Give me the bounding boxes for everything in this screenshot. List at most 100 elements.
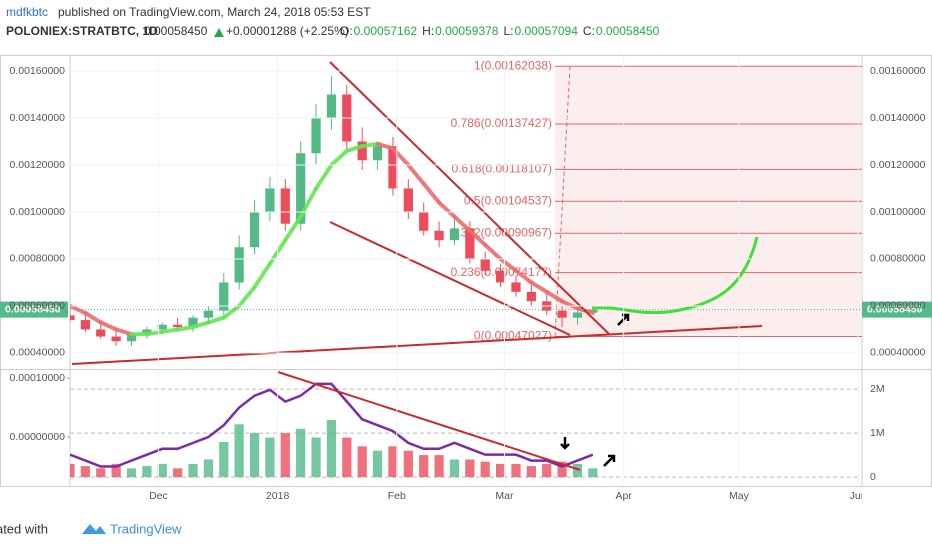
ma-segment	[283, 214, 303, 243]
volume-bar	[80, 466, 90, 478]
y-tick-label: 0.00100000	[10, 206, 66, 218]
candle-body	[403, 188, 413, 212]
candle-body	[419, 211, 429, 231]
ma-segment	[437, 200, 457, 219]
fib-label: 0.618(0.00118107)	[451, 162, 552, 176]
candle-body	[265, 188, 275, 212]
ma-segment	[221, 303, 242, 320]
v-tick-label: 0	[870, 471, 876, 483]
candle-body	[465, 228, 475, 259]
volume-bar	[173, 468, 183, 478]
ma-segment	[191, 320, 211, 330]
ohlc-value: 0.00057162	[354, 24, 418, 38]
candle-body	[311, 117, 321, 154]
volume-bar	[388, 446, 398, 478]
ohlc-value: 0.00058450	[596, 24, 660, 38]
ohlc: O: 0.00057162 H: 0.00059378 L: 0.00057094 C: 0.…	[340, 24, 660, 38]
y-tick-label: 0.00120000	[10, 159, 66, 171]
ma-segment	[329, 148, 349, 167]
fib-label: 1(0.00162038)	[474, 58, 552, 72]
candle-body	[511, 282, 521, 292]
volume-bar	[111, 463, 121, 478]
symbol: POLONIEX:STRATBTC, 1D	[6, 24, 158, 38]
candle-body	[157, 324, 167, 330]
volume-bar	[249, 433, 260, 478]
volume-bar	[588, 468, 598, 478]
candle-body	[572, 312, 583, 318]
author[interactable]: mdfkbtc	[6, 5, 48, 19]
volume-bar	[157, 463, 167, 478]
footer-brand[interactable]: TradingView	[110, 521, 182, 536]
y-tick-label: 0.00140000	[10, 112, 66, 124]
arrow	[560, 437, 570, 450]
volume-bar	[96, 468, 106, 478]
y-tick-label: 0.00060000	[870, 300, 926, 312]
candle-body	[357, 141, 367, 161]
y-tick-label: 0.00160000	[10, 65, 66, 77]
x-tick-label: May	[729, 490, 750, 502]
ma-segment	[529, 280, 549, 294]
volume-bar	[542, 463, 552, 478]
ma-segment	[544, 289, 565, 304]
volume-bar	[126, 468, 137, 478]
fib-label: 0.786(0.00137427)	[451, 116, 552, 130]
candle-body	[526, 291, 536, 302]
trend-line	[277, 371, 581, 471]
candle-body	[449, 228, 460, 241]
ma-segment	[175, 325, 196, 332]
candle-body	[96, 329, 106, 337]
candle-body	[372, 146, 383, 161]
volume-bar	[357, 446, 367, 478]
candle-body	[280, 188, 290, 224]
candle-body	[249, 211, 260, 248]
ma-segment	[452, 214, 472, 233]
volume-bar	[188, 463, 198, 478]
macd-line	[70, 382, 594, 468]
volume-bar	[203, 459, 214, 478]
ma-segment	[237, 285, 257, 308]
volume-bar	[296, 428, 306, 478]
y-tick-label: 0.00160000	[870, 65, 926, 77]
candle-body	[188, 317, 198, 328]
projection	[591, 236, 759, 315]
price-tag	[862, 301, 932, 318]
trend-line	[71, 325, 763, 365]
price-tag-label: 0.00058450	[5, 303, 61, 315]
price-tag	[0, 301, 68, 318]
change: +0.00001288 (+2.25%)	[226, 24, 349, 38]
ma-segment	[344, 144, 365, 153]
up-arrow	[214, 28, 224, 37]
volume-bar	[495, 463, 506, 478]
ohlc-key: O:	[340, 24, 353, 38]
ma-segment	[314, 162, 334, 191]
ma-segment	[360, 141, 380, 149]
candle-body	[557, 310, 567, 318]
ma-segment	[375, 141, 395, 151]
volume-bar	[572, 463, 583, 478]
volume-bar	[557, 461, 567, 478]
trend-line	[329, 221, 571, 336]
logo	[82, 524, 106, 534]
candle-body	[111, 336, 121, 342]
price-tag-label: 0.00058450	[867, 303, 923, 315]
candle-body	[388, 146, 398, 189]
volume-bar	[142, 466, 152, 478]
volume-bar	[342, 437, 352, 478]
candle-body	[480, 258, 490, 271]
ma-segment	[70, 303, 88, 316]
footer-created: Created with	[0, 521, 48, 536]
y-tick-label: 0.00080000	[870, 253, 926, 265]
x-tick-label: Mar	[495, 490, 514, 502]
y-tick-label: 0.00040000	[870, 347, 926, 359]
candle-body	[495, 270, 506, 283]
candle-body	[434, 230, 444, 241]
ma-segment	[98, 320, 119, 332]
volume-bar	[449, 459, 460, 478]
volume-bar	[434, 455, 444, 478]
ma-segment	[144, 329, 165, 337]
m-tick-label: 0.00000000	[10, 431, 66, 443]
x-tick-label: Jun	[850, 490, 867, 502]
candle-body	[142, 329, 152, 335]
ohlc-value: 0.00059378	[435, 24, 499, 38]
